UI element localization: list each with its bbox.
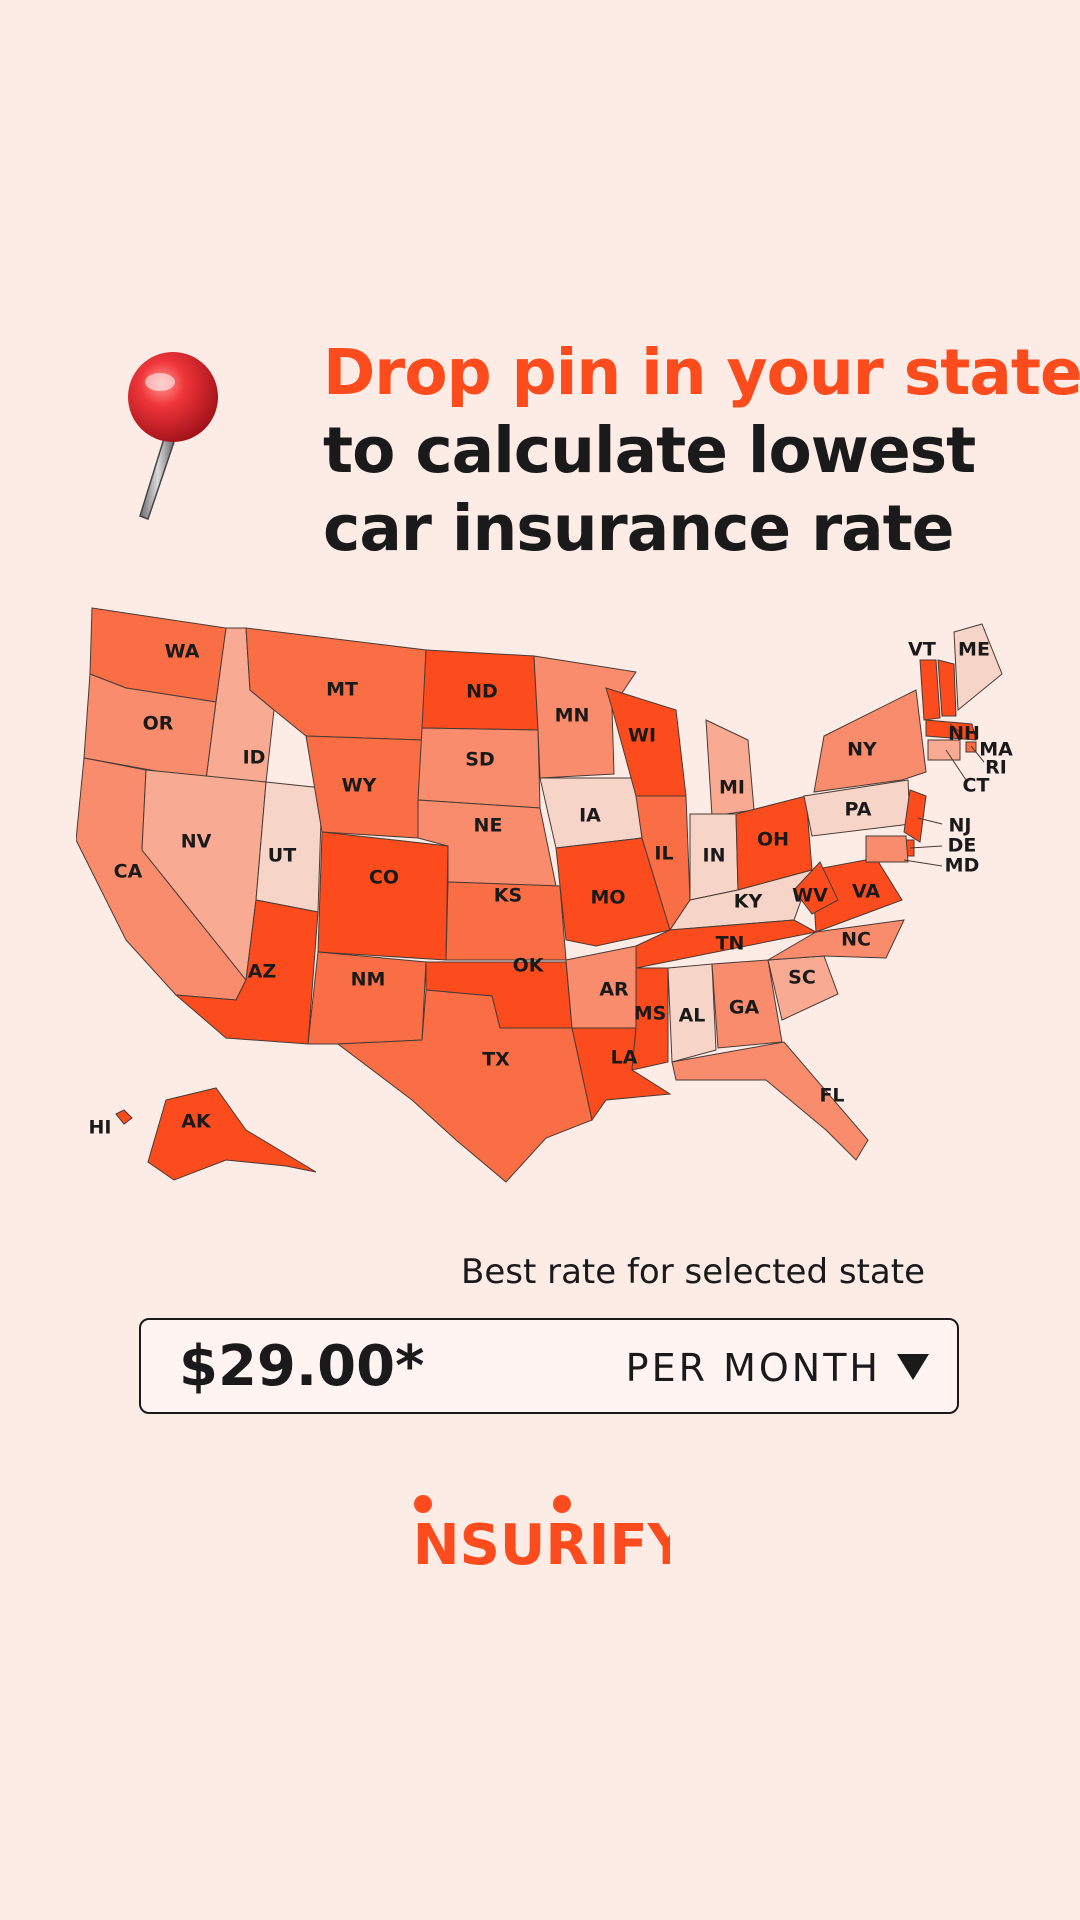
- rate-dropdown[interactable]: $29.00* PER MONTH: [139, 1318, 959, 1414]
- brand-logo: INSURIFY: [0, 1490, 1080, 1574]
- pushpin-icon[interactable]: [118, 352, 238, 532]
- state-label-la: LA: [611, 1047, 638, 1069]
- state-fl[interactable]: [671, 1041, 869, 1161]
- state-nj[interactable]: [903, 789, 927, 843]
- state-nm[interactable]: [307, 951, 427, 1045]
- state-ma[interactable]: [925, 719, 977, 741]
- state-label-sc: SC: [788, 967, 816, 989]
- state-me[interactable]: [953, 623, 1003, 712]
- leader-line-5: [903, 859, 943, 867]
- state-label-nh: NH: [948, 723, 980, 745]
- state-label-md: MD: [945, 855, 980, 877]
- state-label-al: AL: [679, 1005, 706, 1027]
- state-label-ca: CA: [114, 861, 143, 883]
- state-label-fl: FL: [819, 1085, 844, 1107]
- state-label-ms: MS: [634, 1003, 667, 1025]
- state-nc[interactable]: [767, 919, 905, 961]
- state-label-ky: KY: [734, 891, 763, 913]
- state-label-wi: WI: [628, 725, 656, 747]
- state-label-ia: IA: [579, 805, 601, 827]
- state-nh[interactable]: [937, 659, 957, 717]
- state-label-ut: UT: [268, 845, 296, 867]
- state-label-ny: NY: [847, 739, 877, 761]
- headline-line-1: Drop pin in your state: [323, 336, 1080, 409]
- state-md[interactable]: [865, 835, 909, 863]
- headline-line-3: car insurance rate: [323, 492, 955, 565]
- rate-caption: Best rate for selected state: [461, 1252, 925, 1292]
- state-label-mi: MI: [719, 777, 745, 799]
- state-label-co: CO: [369, 867, 399, 889]
- state-label-va: VA: [852, 881, 880, 903]
- state-ny[interactable]: [813, 689, 927, 793]
- state-wv[interactable]: [793, 861, 839, 915]
- state-ms[interactable]: [631, 967, 669, 1071]
- state-label-id: ID: [243, 747, 266, 769]
- logo-dot-left: [414, 1495, 432, 1513]
- state-label-il: IL: [654, 843, 673, 865]
- leader-line-1: [970, 745, 985, 763]
- state-label-ga: GA: [729, 997, 760, 1019]
- leader-line-4: [909, 845, 943, 849]
- state-label-me: ME: [958, 639, 990, 661]
- state-label-hi: HI: [89, 1117, 112, 1139]
- brand-name: INSURIFY: [410, 1513, 670, 1570]
- state-label-nc: NC: [841, 929, 871, 951]
- state-label-oh: OH: [757, 829, 789, 851]
- state-label-ks: KS: [494, 885, 522, 907]
- state-label-tx: TX: [482, 1049, 510, 1071]
- state-label-ar: AR: [599, 979, 629, 1001]
- state-co[interactable]: [317, 831, 449, 961]
- state-label-nm: NM: [351, 969, 386, 991]
- state-vt[interactable]: [919, 659, 941, 721]
- leader-line-0: [949, 723, 963, 735]
- us-map[interactable]: WA OR CA ID NV UT AZ MT WY CO NM ND SD NE KS OK TX MN IA MO…: [76, 600, 1016, 1220]
- state-tn[interactable]: [635, 919, 818, 969]
- state-label-de: DE: [948, 835, 977, 857]
- state-label-sd: SD: [465, 749, 494, 771]
- rate-period: PER MONTH: [625, 1346, 881, 1390]
- headline: Drop pin in your state to calculate lowe…: [323, 334, 1080, 568]
- state-label-ak: AK: [181, 1111, 212, 1133]
- state-label-tn: TN: [716, 933, 745, 955]
- state-label-mt: MT: [326, 679, 358, 701]
- state-label-ok: OK: [513, 955, 545, 977]
- state-label-wv: WV: [792, 885, 828, 907]
- state-label-vt: VT: [908, 639, 936, 661]
- leader-line-2: [945, 749, 967, 781]
- state-mi[interactable]: [705, 719, 755, 817]
- state-label-mo: MO: [590, 887, 625, 909]
- leader-line-3: [917, 817, 943, 825]
- state-label-ri: RI: [985, 757, 1007, 779]
- state-label-wy: WY: [342, 775, 377, 797]
- state-al[interactable]: [667, 963, 717, 1063]
- state-label-az: AZ: [248, 961, 276, 983]
- headline-line-2: to calculate lowest: [323, 414, 976, 487]
- state-label-wa: WA: [165, 641, 200, 663]
- caret-down-icon: [897, 1354, 929, 1380]
- state-label-nd: ND: [466, 681, 498, 703]
- state-label-nv: NV: [181, 831, 212, 853]
- state-mn[interactable]: [533, 655, 637, 779]
- state-label-pa: PA: [845, 799, 872, 821]
- state-label-ct: CT: [963, 775, 990, 797]
- rate-value: $29.00*: [179, 1334, 425, 1399]
- state-label-nj: NJ: [949, 815, 972, 837]
- state-label-mn: MN: [555, 705, 590, 727]
- state-az[interactable]: [174, 899, 319, 1045]
- state-label-ma: MA: [979, 739, 1013, 761]
- state-label-in: IN: [703, 845, 726, 867]
- state-ak[interactable]: [147, 1087, 317, 1181]
- state-label-or: OR: [143, 713, 174, 735]
- logo-dot-right: [553, 1495, 571, 1513]
- state-label-ne: NE: [474, 815, 503, 837]
- state-ct[interactable]: [927, 739, 961, 761]
- state-hi[interactable]: [115, 1109, 133, 1125]
